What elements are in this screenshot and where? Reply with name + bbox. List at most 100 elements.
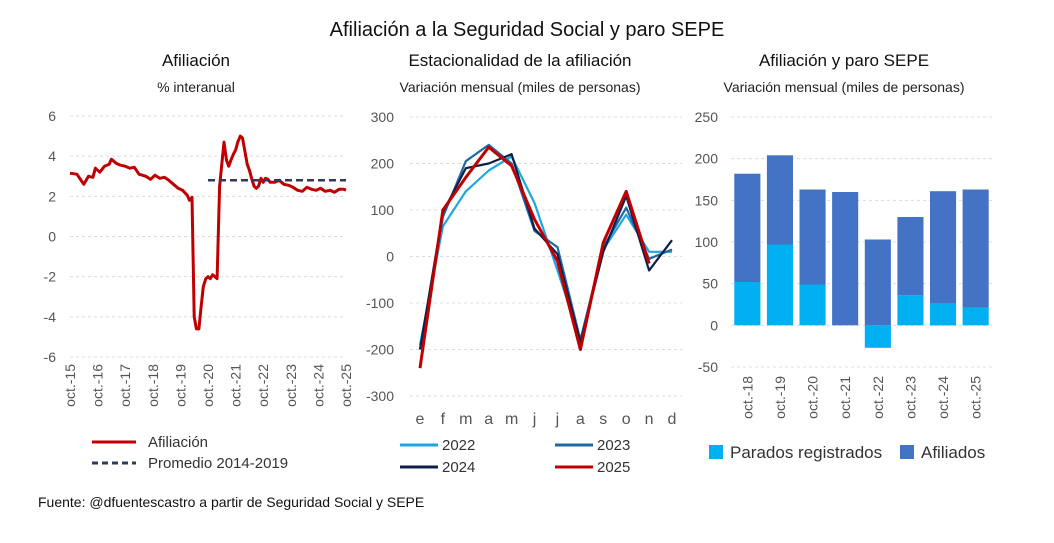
afiliados-bar-oct.-22 — [864, 239, 891, 326]
panel2-x-tick-label: m — [505, 411, 518, 428]
panel3-x-tick-label: oct.-21 — [837, 376, 853, 419]
series-2022-line — [418, 155, 672, 346]
panel1-subtitle: % interanual — [157, 79, 235, 95]
panel3-y-tick-label: -50 — [698, 359, 718, 375]
panel2-x-tick-label: o — [622, 411, 631, 428]
panel2-x-tick-label: a — [484, 411, 493, 428]
panel2-x-tick-label: m — [459, 411, 472, 428]
source-note: Fuente: @dfuentescastro a partir de Segu… — [38, 494, 424, 510]
panel1-x-tick-label: oct.-23 — [283, 364, 299, 407]
panel2-x-tick-label: a — [576, 411, 585, 428]
panel3-y-tick-label: 0 — [710, 317, 718, 333]
panel2-y-tick-label: 100 — [371, 202, 395, 218]
panel2-x-tick-label: j — [555, 411, 560, 428]
panel2-subtitle: Variación mensual (miles de personas) — [400, 79, 641, 95]
panel-afiliacion: Afiliación % interanual 6 4 2 0 -2 -4 -6 oct.-… — [44, 51, 354, 472]
parados-bar-oct.-25 — [962, 307, 989, 326]
legend-swatch-parados — [709, 445, 723, 459]
legend-label-parados: Parados registrados — [730, 443, 882, 462]
series-2023-line — [418, 143, 673, 350]
panel1-x-tick-label: oct.-21 — [228, 364, 244, 407]
legend-label-2023: 2023 — [597, 437, 630, 454]
panel2-y-tick-label: 300 — [371, 109, 395, 125]
legend-label-promedio: Promedio 2014-2019 — [148, 455, 288, 472]
panel3-legend: Parados registrados Afiliados — [709, 443, 985, 462]
panel1-y-tick-label: -6 — [44, 349, 57, 365]
legend-label-2024: 2024 — [442, 459, 475, 476]
panel2-x-tick-label: d — [668, 411, 677, 428]
panel3-y-tick-label: 50 — [702, 276, 718, 292]
series-2024-line — [418, 153, 673, 350]
panel3-title: Afiliación y paro SEPE — [759, 51, 929, 70]
afiliados-bar-oct.-21 — [832, 192, 859, 326]
panel1-title: Afiliación — [162, 51, 230, 70]
panel1-y-tick-label: 6 — [48, 108, 56, 124]
panel1-x-tick-label: oct.-20 — [200, 364, 216, 407]
panel1-x-tick-label: oct.-19 — [172, 364, 188, 407]
panel1-x-axis: oct.-15 oct.-16 oct.-17 oct.-18 oct.-19 oct.-… — [62, 364, 354, 407]
afiliados-bar-oct.-24 — [930, 191, 957, 304]
panel1-y-tick-label: 4 — [48, 148, 56, 164]
figure-title: Afiliación a la Seguridad Social y paro … — [330, 19, 725, 41]
panel-estacionalidad: Estacionalidad de la afiliación Variació… — [366, 51, 682, 476]
panel3-x-axis: oct.-18 oct.-19 oct.-20 oct.-21 oct.-22 oct.-… — [739, 376, 983, 419]
panel2-x-tick-label: j — [532, 411, 537, 428]
panel2-y-axis: 300 200 100 0 -100 -200 -300 — [366, 109, 394, 404]
panel3-y-axis: 250 200 150 100 50 0 -50 — [695, 109, 719, 375]
panel3-y-tick-label: 250 — [695, 109, 719, 125]
panel2-y-tick-label: -300 — [366, 388, 394, 404]
panel2-x-tick-label: e — [416, 411, 425, 428]
parados-bar-oct.-19 — [766, 244, 793, 326]
panel1-gridlines — [70, 115, 346, 358]
panel3-x-tick-label: oct.-25 — [968, 376, 984, 419]
panel2-y-tick-label: 0 — [386, 249, 394, 265]
afiliacion-line — [69, 134, 347, 331]
parados-bar-oct.-22 — [864, 325, 891, 348]
legend-label-afiliados: Afiliados — [921, 443, 985, 462]
panel3-subtitle: Variación mensual (miles de personas) — [724, 79, 965, 95]
panel1-y-axis: 6 4 2 0 -2 -4 -6 — [44, 108, 57, 365]
panel3-x-tick-label: oct.-18 — [739, 376, 755, 419]
afiliados-bar-oct.-23 — [897, 217, 924, 296]
series-2025-line — [418, 145, 651, 369]
panel2-legend: 2022 2023 2024 2025 — [400, 437, 630, 476]
afiliados-bar-oct.-19 — [766, 155, 793, 245]
parados-bar-oct.-20 — [799, 284, 826, 326]
panel1-y-tick-label: -2 — [44, 269, 57, 285]
panel3-y-tick-label: 100 — [695, 234, 719, 250]
panel2-series — [418, 143, 673, 369]
panel2-title: Estacionalidad de la afiliación — [408, 51, 631, 70]
afiliados-bar-oct.-18 — [734, 173, 761, 282]
panel1-x-tick-label: oct.-24 — [310, 364, 326, 407]
panel3-y-tick-label: 200 — [695, 151, 719, 167]
panel1-x-tick-label: oct.-15 — [62, 364, 78, 407]
legend-label-afiliacion: Afiliación — [148, 434, 208, 451]
panel1-x-tick-label: oct.-17 — [117, 364, 133, 407]
legend-swatch-afiliados — [900, 445, 914, 459]
panel1-series — [69, 134, 347, 331]
panel1-x-tick-label: oct.-16 — [90, 364, 106, 407]
panel2-x-tick-label: f — [441, 411, 446, 428]
panel2-y-tick-label: 200 — [371, 156, 395, 172]
panel1-x-tick-label: oct.-22 — [255, 364, 271, 407]
panel2-x-tick-label: s — [599, 411, 607, 428]
panel3-y-tick-label: 150 — [695, 192, 719, 208]
legend-label-2022: 2022 — [442, 437, 475, 454]
panel1-y-tick-label: 2 — [48, 188, 56, 204]
panel2-gridlines — [410, 116, 682, 397]
parados-bar-oct.-18 — [734, 282, 761, 326]
panel3-x-tick-label: oct.-20 — [805, 376, 821, 419]
afiliados-bar-oct.-25 — [962, 189, 989, 308]
panel2-x-tick-label: n — [645, 411, 654, 428]
panel-afiliacion-paro: Afiliación y paro SEPE Variación mensual… — [695, 51, 992, 462]
panel3-bars — [734, 155, 989, 348]
panel1-legend: Afiliación Promedio 2014-2019 — [92, 434, 288, 472]
panel2-y-tick-label: -200 — [366, 342, 394, 358]
panel2-y-tick-label: -100 — [366, 295, 394, 311]
legend-label-2025: 2025 — [597, 459, 630, 476]
panel3-x-tick-label: oct.-24 — [935, 376, 951, 419]
afiliados-bar-oct.-20 — [799, 189, 826, 285]
panel3-x-tick-label: oct.-23 — [902, 376, 918, 419]
